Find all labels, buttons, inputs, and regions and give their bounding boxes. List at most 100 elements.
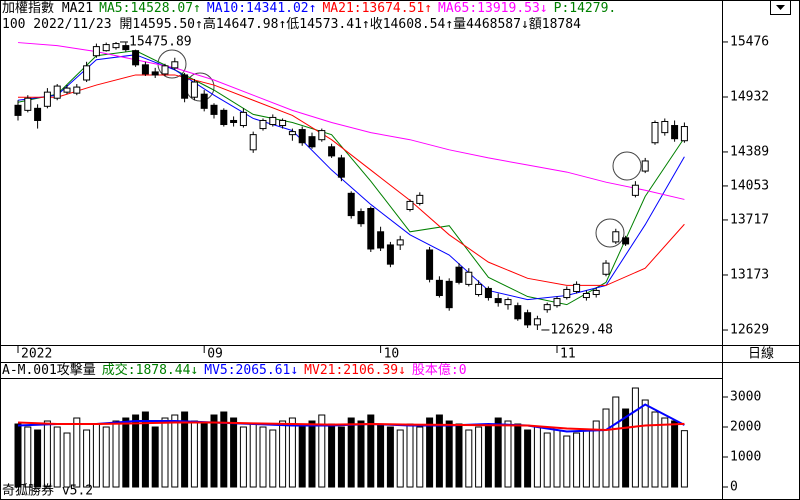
candle-body <box>602 262 610 275</box>
volume-bar <box>416 426 424 488</box>
candle-body <box>416 194 424 204</box>
candle-body <box>573 283 581 292</box>
volume-bar <box>563 435 571 488</box>
candle-body <box>43 91 51 107</box>
candle-body <box>367 208 375 250</box>
volume-bar <box>337 426 345 488</box>
candle-body <box>533 318 541 326</box>
candle-body <box>279 119 287 127</box>
candle-body <box>680 126 688 142</box>
volume-bar <box>465 429 473 488</box>
candle-body <box>269 116 277 126</box>
volume-bar <box>367 414 375 488</box>
y-tick-label: 13717 <box>730 212 769 227</box>
volume-bar <box>249 423 257 488</box>
x-tick-label: 10 <box>384 347 400 362</box>
volume-bar <box>239 426 247 488</box>
candle-body <box>92 46 100 57</box>
volume-bar <box>112 420 120 488</box>
y-tick-label: 13173 <box>730 267 769 282</box>
legend-item: MA5:14528.07↑ <box>99 1 201 16</box>
candle-body <box>494 298 502 304</box>
candle-body <box>661 120 669 134</box>
volume-bar <box>151 426 159 488</box>
candle-body <box>259 119 267 130</box>
ma-line <box>17 54 685 301</box>
candle-body <box>210 104 218 115</box>
volume-bar <box>426 417 434 488</box>
candle-body <box>132 50 140 66</box>
volume-bar <box>279 420 287 488</box>
candle-body <box>357 211 365 225</box>
candle-body <box>455 266 463 283</box>
signal-circle <box>185 72 215 102</box>
volume-bar <box>43 420 51 488</box>
candle-body <box>396 239 404 246</box>
volume-bar <box>92 423 100 488</box>
candle-body <box>445 280 453 309</box>
volume-bar <box>377 423 385 488</box>
volume-bar <box>259 426 267 488</box>
candle-body <box>328 146 336 157</box>
candle-body <box>475 283 483 296</box>
candle-body <box>288 131 296 136</box>
candle-body <box>622 237 630 245</box>
candle-body <box>553 298 561 307</box>
volume-bar <box>161 417 169 488</box>
candle-body <box>308 136 316 148</box>
menu-icon <box>776 5 785 10</box>
y-tick-label: 3000 <box>730 390 761 405</box>
candle-body <box>563 288 571 299</box>
candle-body <box>220 109 228 126</box>
candle-body <box>484 287 492 299</box>
volume-bar <box>573 432 581 488</box>
ma-line <box>18 74 685 286</box>
volume-bar <box>631 387 639 488</box>
legend-item: P:14279. <box>553 1 617 16</box>
panel-title: A-M.001攻擊量 <box>2 363 96 378</box>
candle-body <box>592 289 600 296</box>
candle-body <box>73 86 81 94</box>
volume-bar <box>533 426 541 488</box>
y-tick-label: 12629 <box>730 323 769 338</box>
candle-body <box>83 65 91 81</box>
volume-bar <box>53 426 61 488</box>
volume-bar <box>328 423 336 488</box>
candle-body <box>377 231 385 249</box>
volume-info-row: A-M.001攻擊量 成交:1878.44↓ MV5:2065.61↓ MV21:21… <box>2 363 718 379</box>
candle-body <box>406 200 414 211</box>
candle-body <box>612 231 620 243</box>
signal-circle <box>595 218 625 248</box>
legend-item: MA21:13674.51↑ <box>322 1 433 16</box>
volume-bar <box>347 417 355 488</box>
volume-bar <box>24 426 32 488</box>
volume-bar <box>141 411 149 488</box>
y-tick-label: 14932 <box>730 90 769 105</box>
volume-bar <box>524 429 532 488</box>
candle-body <box>671 125 679 140</box>
candle-body <box>200 93 208 109</box>
x-tick-label: 11 <box>560 347 576 362</box>
y-tick-label: 15476 <box>730 34 769 49</box>
annotation: 12629.48 <box>550 322 613 337</box>
volume-bar <box>34 429 42 488</box>
period-label: 日線 <box>748 346 774 362</box>
volume-bar <box>622 408 630 488</box>
volume-bar <box>73 417 81 488</box>
candle-body <box>631 184 639 196</box>
volume-bar <box>200 423 208 488</box>
candle-body <box>141 64 149 75</box>
candle-body <box>14 104 22 116</box>
candle-body <box>514 305 522 320</box>
volume-bar <box>671 420 679 488</box>
mv-line <box>17 421 685 432</box>
volume-bar <box>269 429 277 488</box>
volume-bar <box>661 417 669 488</box>
volume-bar <box>455 423 463 488</box>
candle-body <box>504 299 512 306</box>
candle-body <box>651 121 659 144</box>
volume-bar <box>63 432 71 488</box>
volume-bar <box>210 414 218 488</box>
